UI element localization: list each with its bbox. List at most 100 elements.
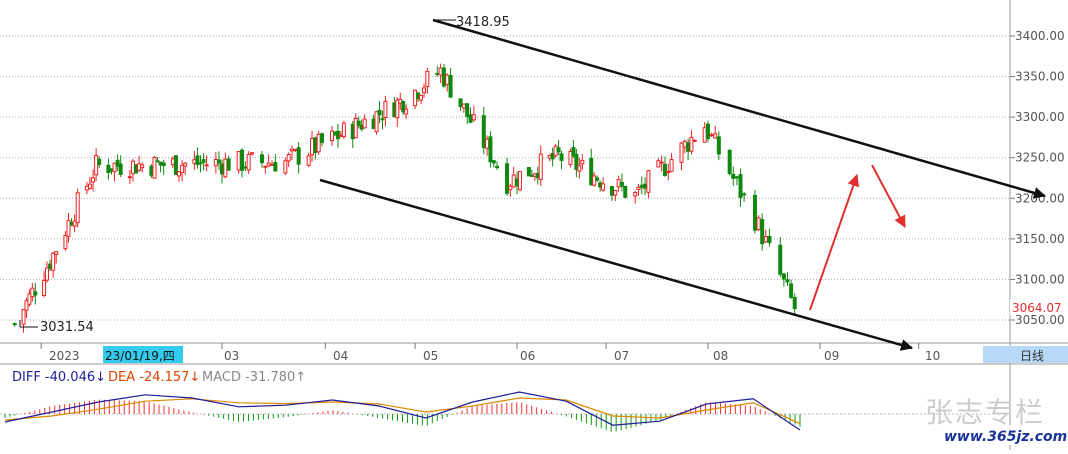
candle-body [69,222,74,226]
candle-body [491,160,496,164]
candle-body [702,127,707,143]
candle-body [716,136,721,155]
x-label-05: 05 [423,349,438,363]
candle-body [243,166,248,169]
candle-body [152,156,157,179]
candle-body [511,174,516,188]
candle-body [33,291,38,296]
candle-body [374,111,379,133]
red-up-arrow [809,174,860,311]
candle-body [568,150,573,165]
candle-body [679,142,684,163]
candle-body [130,160,135,175]
candle-body [738,174,743,198]
macd-panel [0,391,1010,432]
candle-body [270,163,274,166]
candle-body [66,219,71,237]
candle-body [689,136,694,152]
period-box[interactable] [983,346,1068,363]
candle-body [571,147,576,157]
candle-body [134,164,139,174]
current-price-box [1010,299,1062,315]
candle-body [97,158,102,165]
candle-body [731,173,736,179]
candle-body [45,267,49,281]
candle-body [341,122,346,138]
candle-body [481,115,486,148]
candle-body [422,87,426,94]
candle-body [706,123,710,140]
candle-body [137,163,142,171]
candle-body [465,103,470,117]
candle-body [404,108,409,115]
candle-body [789,283,794,298]
red-down-arrow [871,164,906,228]
high-annotation: 3418.95 [456,15,510,30]
date-cursor-box [103,346,183,363]
candle-body [306,155,311,166]
candle-body [310,138,314,156]
candle-body [260,154,264,164]
candle-body [192,159,197,164]
candle-body [72,220,77,227]
candle-body [149,165,154,176]
candle-body [263,165,268,168]
period-label[interactable]: 日线 [1020,349,1044,363]
candle-body [290,148,294,152]
candle-body [380,118,385,121]
candle-body [692,139,697,142]
macd-dea-line [4,397,801,425]
grid-lines [0,35,1010,321]
macd-diff-line [4,391,801,431]
candle-body [559,153,564,161]
candle-body [356,120,361,126]
candle-body [659,161,664,164]
candle-body [785,279,790,283]
candle-body [760,219,765,245]
candle-body [42,280,47,296]
candle-body [170,158,175,165]
candle-body [226,158,231,171]
candle-body [362,118,367,129]
candle-body [577,165,582,172]
candle-body [468,114,473,123]
candle-body [438,67,443,76]
x-label-04: 04 [333,349,348,363]
x-label-10: 10 [925,349,940,363]
candle-body [556,147,561,153]
candle-body [656,160,661,168]
candle-body [448,74,453,98]
candle-body [91,177,96,183]
candle-body [425,70,430,88]
candle-body [643,183,648,189]
candle-body [161,162,166,167]
candle-body [330,130,334,142]
candle-body [296,147,301,165]
y-tick-label: 3050.00 [1015,313,1065,327]
candle-body [216,159,221,164]
candle-body [12,323,17,326]
candle-body [24,300,29,311]
candle-body [458,98,463,107]
candle-body [140,164,145,169]
candle-body [781,273,786,280]
candle-body [763,235,768,243]
candle-body [54,251,59,256]
candle-body [713,133,718,139]
candle-body [313,137,318,154]
y-tick-label: 3250.00 [1015,151,1065,165]
candle-body [778,244,783,275]
candle-body [293,149,298,152]
candle-body [595,177,600,181]
candle-body [508,185,513,191]
candle-body [574,153,579,170]
candle-body [118,163,123,175]
candle-body [526,167,531,177]
candle-body [106,164,111,173]
candle-body [666,170,671,174]
candle-body [377,109,382,116]
candle-body [84,185,89,191]
candle-body [177,171,182,177]
